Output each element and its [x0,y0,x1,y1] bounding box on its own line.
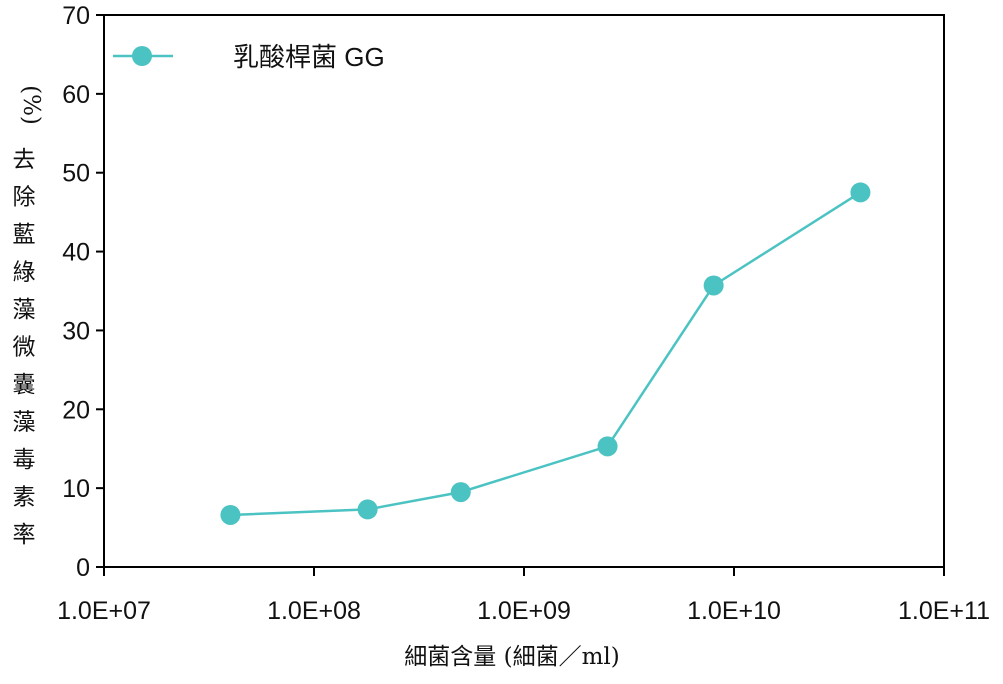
plot-area-frame [103,14,945,568]
y-tick-label: 70 [62,2,90,30]
data-point [597,436,618,457]
y-axis-title-char: 藍 [13,222,36,248]
y-axis-title-char: 藻 [13,410,36,436]
y-tick-label: 50 [62,160,90,188]
x-axis: 1.0E+07 1.0E+08 1.0E+09 1.0E+10 1.0E+11 [57,567,990,625]
x-tick-label: 1.0E+10 [687,597,781,625]
x-axis-title: 細菌含量 (細菌／ml) [404,644,619,670]
y-tick-label: 20 [62,396,90,424]
y-axis-title-char: 去 [13,147,36,173]
legend: 乳酸桿菌 GG [113,42,385,72]
data-point [450,482,471,503]
y-axis-title-char: 率 [13,522,36,548]
legend-label: 乳酸桿菌 GG [233,42,385,72]
data-point [357,499,378,520]
x-tick-label: 1.0E+08 [267,597,361,625]
y-axis-title-char: 毒 [13,447,36,473]
series-line [230,191,862,517]
y-tick-label: 60 [62,81,90,109]
y-axis-title-char: 素 [13,485,36,511]
data-point [850,182,871,203]
y-axis-title-char: 藻 [13,297,36,323]
legend-marker [132,46,152,66]
y-axis-title-unit: (%) [18,85,44,125]
data-point [703,275,724,296]
x-tick-label: 1.0E+07 [57,597,151,625]
data-point [220,504,241,525]
y-axis: 0 10 20 30 40 50 60 70 [62,2,104,582]
y-tick-label: 40 [62,239,90,267]
x-tick-label: 1.0E+11 [898,597,990,625]
y-axis-title-char: 除 [13,185,36,211]
y-tick-label: 30 [62,317,90,345]
y-axis-title-char: 囊 [13,372,36,398]
y-tick-label: 10 [62,475,90,503]
series-group [220,182,871,525]
x-tick-label: 1.0E+09 [477,597,571,625]
y-tick-label: 0 [76,554,90,582]
y-axis-title-char: 綠 [13,260,36,286]
y-axis-title-char: 微 [13,335,36,361]
